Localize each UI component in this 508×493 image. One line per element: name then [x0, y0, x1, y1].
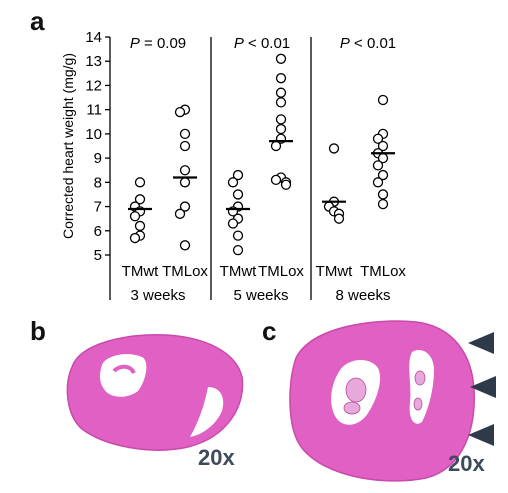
data-point — [328, 143, 340, 154]
data-point — [270, 174, 282, 186]
period-label: 5 weeks — [233, 287, 288, 304]
data-point — [179, 240, 191, 251]
heart-cross-section-c — [289, 320, 475, 482]
p-value-label: P < 0.01 — [340, 35, 396, 52]
panel-a-label: a — [30, 6, 45, 36]
data-point — [227, 218, 239, 229]
y-tick-label: 14 — [85, 29, 102, 46]
y-tick-label: 8 — [94, 174, 102, 191]
data-point — [232, 245, 244, 256]
data-point — [377, 189, 389, 200]
data-point — [134, 194, 146, 205]
data-point — [372, 133, 384, 144]
data-point — [232, 189, 244, 200]
histology-section-b — [66, 334, 244, 451]
data-point — [179, 140, 191, 152]
group-label: TMwt — [122, 263, 159, 280]
p-value-label: P < 0.01 — [234, 35, 290, 52]
data-point — [377, 94, 389, 106]
data-point — [270, 140, 282, 152]
group-label: TMLox — [162, 263, 208, 280]
data-point — [372, 160, 384, 171]
group-label: TMLox — [360, 263, 406, 280]
period-label: 3 weeks — [130, 287, 185, 304]
thrombus-left — [343, 377, 367, 415]
y-tick-label: 12 — [85, 77, 102, 94]
data-point — [377, 169, 389, 181]
y-tick-label: 13 — [85, 53, 102, 70]
data-point — [129, 232, 141, 244]
y-tick-label: 9 — [94, 150, 102, 167]
data-point — [372, 177, 384, 188]
data-point — [275, 53, 287, 64]
data-point — [232, 230, 244, 241]
data-point — [129, 211, 141, 222]
data-point — [134, 220, 146, 232]
data-point — [174, 106, 186, 118]
arrowhead-icon — [470, 376, 496, 398]
data-point — [377, 198, 389, 210]
histology-section-c — [289, 320, 475, 482]
data-point — [275, 87, 287, 98]
y-tick-label: 5 — [94, 247, 102, 264]
data-point — [275, 97, 287, 108]
arrowheads — [468, 332, 496, 446]
data-point — [280, 179, 292, 190]
panel-b-label: b — [30, 316, 46, 346]
group-label: TMwt — [316, 263, 353, 280]
data-point — [275, 73, 287, 84]
magnification-c: 20x — [448, 451, 485, 476]
data-point — [275, 114, 287, 125]
data-point — [179, 165, 191, 176]
y-tick-label: 7 — [94, 199, 102, 216]
heart-weight-scatter-chart: 5 6 7 8 9 10 11 12 13 14 Corrected heart weight (m… — [60, 29, 406, 304]
y-axis-label: Corrected heart weight (mg/g) — [60, 53, 76, 239]
arrowhead-icon — [468, 424, 494, 446]
thrombus-right — [413, 370, 426, 411]
group-label: TMLox — [258, 263, 304, 280]
trabecula-b — [112, 364, 136, 375]
period-label: 8 weeks — [335, 287, 390, 304]
data-point — [227, 177, 239, 188]
data-point — [179, 128, 191, 140]
data-point — [275, 123, 287, 135]
data-point — [134, 177, 146, 188]
y-tick-label: 11 — [86, 102, 102, 119]
left-ventricle-cavity-b — [100, 354, 147, 397]
y-tick-label: 6 — [94, 223, 102, 240]
p-value-label: P = 0.09 — [130, 35, 186, 52]
y-tick-label: 10 — [85, 126, 102, 143]
data-point — [232, 169, 244, 181]
data-point — [174, 208, 186, 219]
group-label: TMwt — [220, 263, 257, 280]
data-point — [377, 140, 389, 152]
data-point — [333, 213, 345, 224]
arrowhead-icon — [468, 332, 494, 354]
data-point — [179, 201, 191, 212]
magnification-b: 20x — [198, 445, 235, 470]
data-point — [179, 177, 191, 188]
right-ventricle-cavity-b — [190, 387, 224, 437]
panel-c-label: c — [262, 316, 277, 346]
